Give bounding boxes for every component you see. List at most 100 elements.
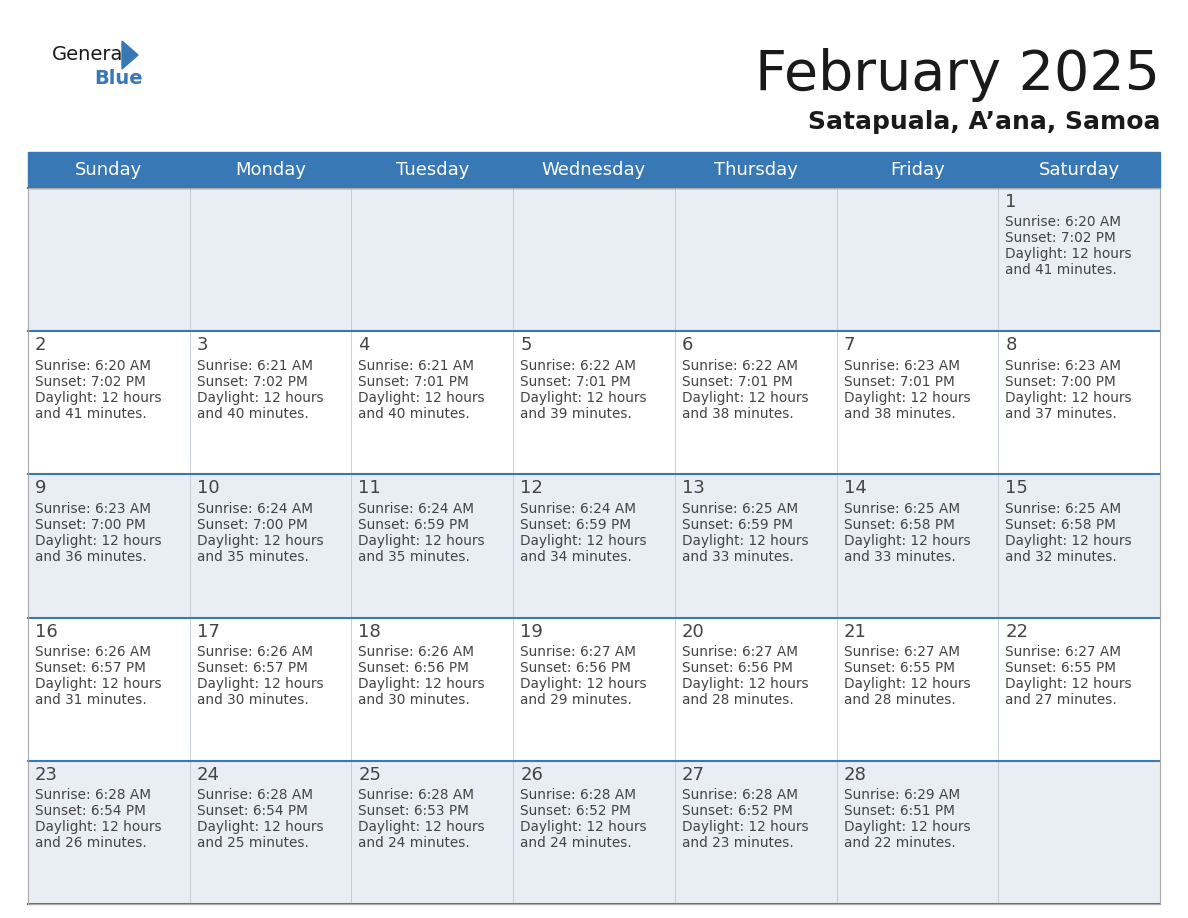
Text: Daylight: 12 hours: Daylight: 12 hours (1005, 247, 1132, 262)
Text: Sunday: Sunday (75, 161, 143, 179)
Text: Sunset: 7:01 PM: Sunset: 7:01 PM (682, 375, 792, 388)
Text: Sunrise: 6:20 AM: Sunrise: 6:20 AM (1005, 216, 1121, 230)
Text: 22: 22 (1005, 622, 1029, 641)
Text: Daylight: 12 hours: Daylight: 12 hours (682, 820, 809, 834)
Text: Sunrise: 6:24 AM: Sunrise: 6:24 AM (520, 502, 636, 516)
Text: Sunset: 7:01 PM: Sunset: 7:01 PM (359, 375, 469, 388)
Text: 15: 15 (1005, 479, 1028, 498)
Text: Sunrise: 6:23 AM: Sunrise: 6:23 AM (843, 359, 960, 373)
Text: and 39 minutes.: and 39 minutes. (520, 407, 632, 420)
Text: Tuesday: Tuesday (396, 161, 469, 179)
Text: Sunrise: 6:23 AM: Sunrise: 6:23 AM (34, 502, 151, 516)
Text: Sunset: 6:55 PM: Sunset: 6:55 PM (1005, 661, 1117, 675)
Text: Sunset: 7:01 PM: Sunset: 7:01 PM (520, 375, 631, 388)
Text: Sunrise: 6:24 AM: Sunrise: 6:24 AM (359, 502, 474, 516)
Text: Daylight: 12 hours: Daylight: 12 hours (843, 533, 971, 548)
Text: Daylight: 12 hours: Daylight: 12 hours (34, 820, 162, 834)
Text: Sunrise: 6:26 AM: Sunrise: 6:26 AM (359, 645, 474, 659)
Text: and 23 minutes.: and 23 minutes. (682, 836, 794, 850)
Text: Sunrise: 6:27 AM: Sunrise: 6:27 AM (1005, 645, 1121, 659)
Text: 19: 19 (520, 622, 543, 641)
Text: 28: 28 (843, 766, 866, 784)
Text: General: General (52, 46, 128, 64)
Text: 5: 5 (520, 336, 532, 354)
Text: Sunset: 7:00 PM: Sunset: 7:00 PM (34, 518, 146, 532)
Text: Sunset: 7:02 PM: Sunset: 7:02 PM (197, 375, 308, 388)
Text: Sunset: 6:55 PM: Sunset: 6:55 PM (843, 661, 955, 675)
Text: Sunset: 6:56 PM: Sunset: 6:56 PM (682, 661, 792, 675)
Text: and 38 minutes.: and 38 minutes. (843, 407, 955, 420)
Text: Daylight: 12 hours: Daylight: 12 hours (520, 533, 646, 548)
Bar (29, 331, 1159, 475)
Text: and 24 minutes.: and 24 minutes. (359, 836, 470, 850)
Text: Sunset: 7:02 PM: Sunset: 7:02 PM (34, 375, 146, 388)
Text: 21: 21 (843, 622, 866, 641)
Text: and 40 minutes.: and 40 minutes. (197, 407, 309, 420)
Text: and 41 minutes.: and 41 minutes. (34, 407, 147, 420)
Text: Daylight: 12 hours: Daylight: 12 hours (34, 677, 162, 691)
Text: Sunset: 6:56 PM: Sunset: 6:56 PM (359, 661, 469, 675)
Text: and 33 minutes.: and 33 minutes. (682, 550, 794, 564)
Text: Sunset: 6:52 PM: Sunset: 6:52 PM (520, 804, 631, 818)
Text: Daylight: 12 hours: Daylight: 12 hours (197, 677, 323, 691)
Text: Daylight: 12 hours: Daylight: 12 hours (359, 533, 485, 548)
Text: Sunset: 6:57 PM: Sunset: 6:57 PM (197, 661, 308, 675)
Text: Daylight: 12 hours: Daylight: 12 hours (1005, 390, 1132, 405)
Text: Daylight: 12 hours: Daylight: 12 hours (520, 677, 646, 691)
Text: 7: 7 (843, 336, 855, 354)
Text: 12: 12 (520, 479, 543, 498)
Text: 23: 23 (34, 766, 58, 784)
Text: Daylight: 12 hours: Daylight: 12 hours (843, 677, 971, 691)
Text: and 27 minutes.: and 27 minutes. (1005, 693, 1117, 707)
Text: Sunrise: 6:25 AM: Sunrise: 6:25 AM (843, 502, 960, 516)
Text: Sunset: 6:58 PM: Sunset: 6:58 PM (843, 518, 954, 532)
Text: and 24 minutes.: and 24 minutes. (520, 836, 632, 850)
Text: Sunrise: 6:27 AM: Sunrise: 6:27 AM (520, 645, 636, 659)
Text: 25: 25 (359, 766, 381, 784)
Text: and 35 minutes.: and 35 minutes. (359, 550, 470, 564)
Text: and 37 minutes.: and 37 minutes. (1005, 407, 1117, 420)
Text: 27: 27 (682, 766, 704, 784)
Text: and 40 minutes.: and 40 minutes. (359, 407, 470, 420)
Bar (29, 188, 1159, 904)
Text: Daylight: 12 hours: Daylight: 12 hours (197, 820, 323, 834)
Text: and 38 minutes.: and 38 minutes. (682, 407, 794, 420)
Text: and 30 minutes.: and 30 minutes. (359, 693, 470, 707)
Text: 11: 11 (359, 479, 381, 498)
Text: 6: 6 (682, 336, 694, 354)
Text: Sunrise: 6:24 AM: Sunrise: 6:24 AM (197, 502, 312, 516)
Text: 13: 13 (682, 479, 704, 498)
Text: Sunrise: 6:26 AM: Sunrise: 6:26 AM (34, 645, 151, 659)
Text: and 30 minutes.: and 30 minutes. (197, 693, 309, 707)
Text: and 34 minutes.: and 34 minutes. (520, 550, 632, 564)
Text: 1: 1 (1005, 193, 1017, 211)
Text: Sunset: 6:59 PM: Sunset: 6:59 PM (359, 518, 469, 532)
Text: 10: 10 (197, 479, 220, 498)
Text: Sunset: 6:58 PM: Sunset: 6:58 PM (1005, 518, 1117, 532)
Text: Daylight: 12 hours: Daylight: 12 hours (1005, 677, 1132, 691)
Text: and 25 minutes.: and 25 minutes. (197, 836, 309, 850)
Text: Blue: Blue (94, 69, 143, 87)
Text: and 41 minutes.: and 41 minutes. (1005, 263, 1117, 277)
Text: Sunset: 6:52 PM: Sunset: 6:52 PM (682, 804, 792, 818)
Text: Sunset: 7:01 PM: Sunset: 7:01 PM (843, 375, 954, 388)
Text: Daylight: 12 hours: Daylight: 12 hours (359, 390, 485, 405)
Text: Daylight: 12 hours: Daylight: 12 hours (843, 820, 971, 834)
Bar (29, 188, 1159, 331)
Text: 2: 2 (34, 336, 46, 354)
Text: Sunrise: 6:27 AM: Sunrise: 6:27 AM (843, 645, 960, 659)
Text: Satapuala, A’ana, Samoa: Satapuala, A’ana, Samoa (808, 110, 1159, 134)
Text: 24: 24 (197, 766, 220, 784)
Text: Sunrise: 6:26 AM: Sunrise: 6:26 AM (197, 645, 312, 659)
Text: 26: 26 (520, 766, 543, 784)
Text: and 28 minutes.: and 28 minutes. (843, 693, 955, 707)
Bar (29, 761, 1159, 904)
Text: and 28 minutes.: and 28 minutes. (682, 693, 794, 707)
Text: Saturday: Saturday (1038, 161, 1120, 179)
Text: Sunrise: 6:22 AM: Sunrise: 6:22 AM (520, 359, 636, 373)
Text: Sunset: 6:59 PM: Sunset: 6:59 PM (682, 518, 792, 532)
Text: Sunrise: 6:29 AM: Sunrise: 6:29 AM (843, 789, 960, 802)
Text: Sunset: 7:00 PM: Sunset: 7:00 PM (1005, 375, 1116, 388)
Text: Sunrise: 6:22 AM: Sunrise: 6:22 AM (682, 359, 798, 373)
Text: Sunrise: 6:28 AM: Sunrise: 6:28 AM (682, 789, 798, 802)
